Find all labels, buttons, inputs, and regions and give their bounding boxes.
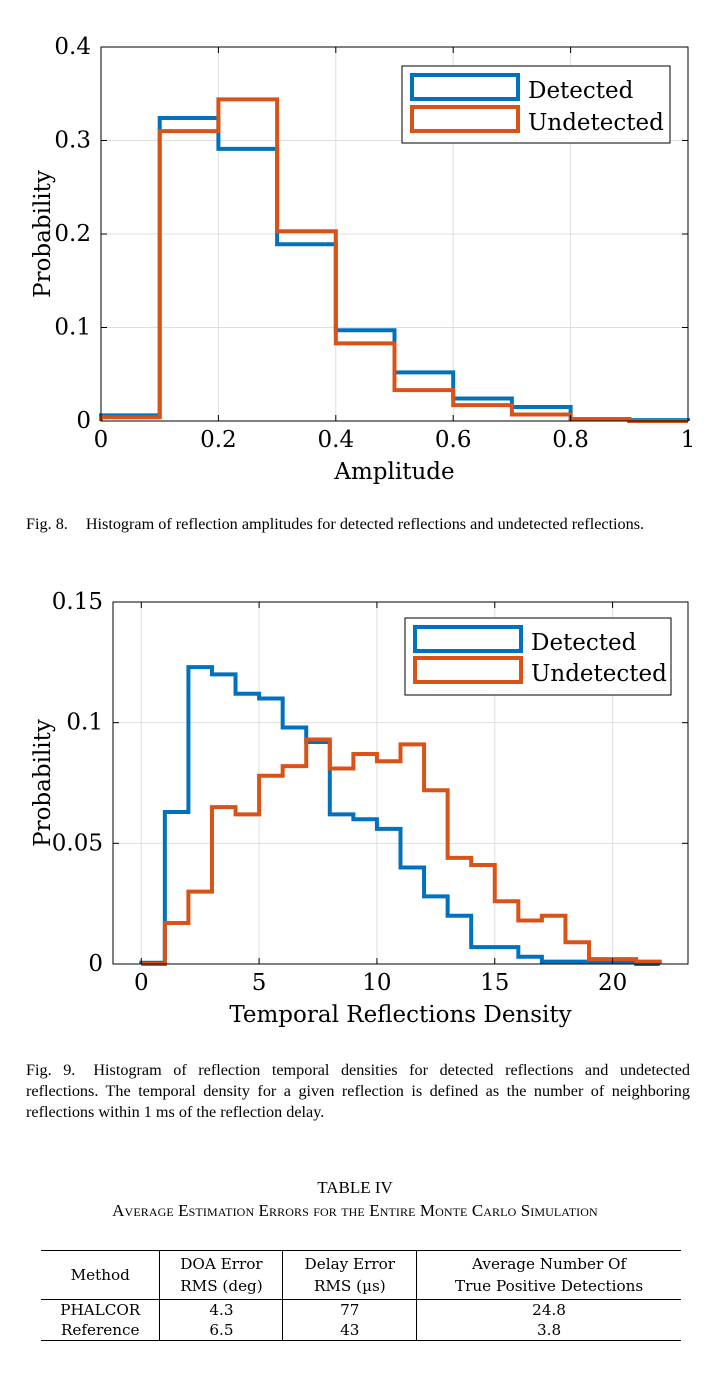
y-tick-label: 0.1 (66, 710, 103, 736)
legend-label-undetected: Undetected (528, 110, 664, 136)
y-axis-label: Probability (30, 170, 56, 298)
x-axis-label: Amplitude (333, 459, 454, 485)
y-tick-label: 0.05 (52, 830, 103, 856)
header-avg-line2: True Positive Detections (454, 1277, 644, 1295)
cell-doa: 6.5 (159, 1320, 283, 1341)
cell-delay: 77 (282, 1299, 417, 1320)
y-tick-label: 0.2 (54, 221, 91, 247)
x-tick-label: 15 (480, 970, 509, 996)
header-delay-line2: RMS (µs) (313, 1277, 386, 1295)
y-tick-label: 0.4 (54, 34, 91, 60)
series-undetected-stairs (99, 97, 688, 423)
legend-label-undetected: Undetected (531, 661, 667, 687)
table-row: PHALCOR 4.3 77 24.8 (41, 1299, 681, 1320)
legend-swatch-detected (410, 73, 520, 101)
cell-method: PHALCOR (60, 1301, 141, 1319)
estimation-errors-table: Method DOA Error RMS (deg) Delay Error R… (41, 1250, 681, 1341)
y-tick-label: 0 (76, 408, 91, 434)
header-method: Method (70, 1266, 130, 1284)
x-tick-label: 0.2 (200, 427, 237, 453)
x-tick-label: 0 (134, 970, 149, 996)
x-tick-label: 10 (362, 970, 391, 996)
x-tick-label: 20 (598, 970, 627, 996)
cell-method: Reference (60, 1321, 140, 1339)
header-doa-line1: DOA Error (180, 1255, 263, 1273)
figure-8-caption-text: Histogram of reflection amplitudes for d… (85, 515, 645, 533)
table-row: Reference 6.5 43 3.8 (41, 1320, 681, 1341)
figure-9-label: Fig. 9. (26, 1061, 76, 1079)
figure-8-caption: Fig. 8. Histogram of reflection amplitude… (26, 514, 690, 535)
table-header-row: Method DOA Error RMS (deg) Delay Error R… (41, 1250, 681, 1300)
x-tick-label: 0.6 (435, 427, 472, 453)
cell-delay: 43 (282, 1320, 417, 1341)
figure-9: 0 5 10 15 20 0 0.05 0.1 0.15 Temporal Reflections… (0, 589, 710, 1030)
table-label: TABLE IV (317, 1178, 393, 1197)
x-tick-label: 5 (252, 970, 267, 996)
figure-8: 0 0.2 0.4 0.6 0.8 1 0 0.1 0.2 0.3 0.4 Amplitude Prob… (0, 0, 710, 500)
x-tick-label: 0 (94, 427, 109, 453)
x-tick-label: 1 (681, 427, 696, 453)
cell-avg: 24.8 (416, 1299, 681, 1320)
figure-8-label: Fig. 8. (26, 515, 68, 533)
temporal-density-histogram-chart: 0 5 10 15 20 0 0.05 0.1 0.15 Temporal Reflections… (30, 589, 689, 1028)
cell-doa: 4.3 (159, 1299, 283, 1320)
x-tick-label: 0.8 (552, 427, 589, 453)
cell-avg: 3.8 (416, 1320, 681, 1341)
plot-axes-box (112, 601, 689, 965)
legend-swatch-detected (413, 625, 523, 653)
series-detected-stairs (139, 665, 660, 966)
y-tick-label: 0.1 (54, 315, 91, 341)
header-avg-detections: Average Number Of True Positive Detectio… (416, 1250, 681, 1300)
legend-label-detected: Detected (528, 78, 634, 104)
header-doa-line2: RMS (deg) (180, 1277, 263, 1295)
figure-9-caption-text: Histogram of reflection temporal densiti… (26, 1061, 690, 1121)
header-delay-line1: Delay Error (304, 1255, 396, 1273)
figure-9-caption: Fig. 9. Histogram of reflection temporal … (26, 1060, 690, 1123)
table-caption: Average Estimation Errors for the Entire… (112, 1201, 598, 1220)
header-doa: DOA Error RMS (deg) (159, 1250, 283, 1300)
header-delay: Delay Error RMS (µs) (282, 1250, 417, 1300)
header-avg-line1: Average Number Of (472, 1255, 627, 1273)
legend-label-detected: Detected (531, 630, 637, 656)
x-tick-label: 0.4 (318, 427, 355, 453)
legend-swatch-undetected (410, 105, 520, 133)
y-axis-label: Probability (30, 719, 56, 847)
y-tick-label: 0.3 (54, 128, 91, 154)
y-tick-label: 0.15 (52, 590, 103, 615)
x-axis-label: Temporal Reflections Density (229, 1002, 571, 1028)
legend-swatch-undetected (413, 656, 523, 684)
amplitude-histogram-chart: 0 0.2 0.4 0.6 0.8 1 0 0.1 0.2 0.3 0.4 Amplitude Prob… (30, 34, 696, 485)
series-undetected-stairs (141, 737, 662, 966)
y-tick-label: 0 (88, 951, 103, 977)
